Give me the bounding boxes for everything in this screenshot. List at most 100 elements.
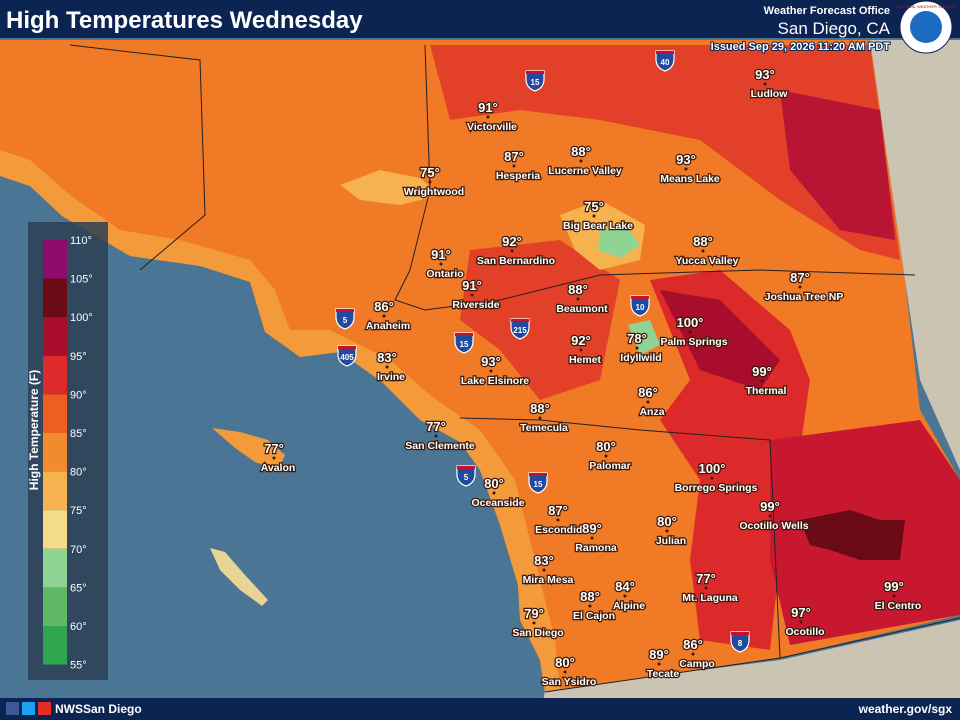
city: 83° Irvine xyxy=(376,349,407,385)
shield-shape xyxy=(454,332,474,354)
city: 87° Hesperia xyxy=(495,148,542,184)
legend-label: 110° xyxy=(70,235,92,247)
mountain-zone xyxy=(628,320,660,355)
city-dot xyxy=(512,164,516,168)
city-dot xyxy=(579,348,583,352)
highway-shield: 15 xyxy=(525,70,545,92)
twitter-icon[interactable] xyxy=(22,702,35,715)
shield-number: 10 xyxy=(636,303,645,312)
city: 91° Ontario xyxy=(425,246,465,282)
city-temp: 91° xyxy=(431,247,451,262)
city-temp: 100° xyxy=(677,315,704,330)
city-dot xyxy=(538,416,542,420)
shield-number: 215 xyxy=(513,326,527,335)
city: 88° Yucca Valley xyxy=(674,233,740,269)
city: 88° El Cajon xyxy=(572,588,617,624)
city: 84° Alpine xyxy=(612,578,647,614)
city-temp: 91° xyxy=(478,100,498,115)
city-dot xyxy=(556,518,560,522)
city-name: Campo xyxy=(679,658,715,670)
city-temp: 84° xyxy=(615,579,635,594)
city-name: Joshua Tree NP xyxy=(765,291,844,303)
city-dot xyxy=(684,167,688,171)
highway-shield: 10 xyxy=(630,295,650,317)
city: 87° Escondido xyxy=(534,502,590,538)
city-dot xyxy=(439,262,443,266)
city-temp: 99° xyxy=(752,364,772,379)
island xyxy=(212,428,285,470)
shield-top xyxy=(526,71,544,74)
highway-shield: 405 xyxy=(337,345,357,367)
city-dot xyxy=(892,594,896,598)
city-name: Temecula xyxy=(520,422,568,434)
highway-shield: 15 xyxy=(454,332,474,354)
city-temp: 80° xyxy=(484,476,504,491)
city-dot xyxy=(688,330,692,334)
seal-center xyxy=(910,11,942,43)
city: 92° Hemet xyxy=(568,332,603,368)
shield-shape xyxy=(630,295,650,317)
city: 86° Anza xyxy=(637,384,666,420)
city: 93° Lake Elsinore xyxy=(460,353,531,389)
legend-swatch xyxy=(43,433,67,472)
legend-label: 105° xyxy=(70,274,93,286)
city-dot xyxy=(635,346,639,350)
city-name: Ludlow xyxy=(751,88,789,100)
city-name: Mt. Laguna xyxy=(682,592,738,604)
city-name: Yucca Valley xyxy=(675,255,738,267)
city-dot xyxy=(385,365,389,369)
city-name: Palomar xyxy=(589,460,630,472)
legend-swatch xyxy=(43,394,67,433)
city-temp: 92° xyxy=(571,333,591,348)
city-dot xyxy=(489,369,493,373)
social-handle[interactable]: NWSSan Diego xyxy=(55,702,142,716)
city-temp: 97° xyxy=(791,605,811,620)
city-temp: 75° xyxy=(584,199,604,214)
legend-label: 80° xyxy=(70,467,87,479)
shield-top xyxy=(457,466,475,469)
city-name: El Centro xyxy=(875,600,922,612)
shield-number: 15 xyxy=(460,340,469,349)
city-dot xyxy=(492,491,496,495)
city-temp: 88° xyxy=(568,282,588,297)
city-name: Escondido xyxy=(535,524,589,536)
city-name: Victorville xyxy=(467,121,517,133)
city-dot xyxy=(646,400,650,404)
city: 100° Palm Springs xyxy=(659,314,729,350)
city: 99° Ocotillo Wells xyxy=(738,498,810,534)
city-dot xyxy=(588,604,592,608)
city-name: Hemet xyxy=(569,354,602,366)
city-dot xyxy=(763,82,767,86)
city-dot xyxy=(592,214,596,218)
city-name: Julian xyxy=(656,535,686,547)
city-temp: 78° xyxy=(627,331,647,346)
city: 80° Palomar xyxy=(588,438,632,474)
legend-swatch xyxy=(43,548,67,588)
city-temp: 86° xyxy=(374,299,394,314)
shield-top xyxy=(656,51,674,54)
city: 86° Campo xyxy=(678,636,716,672)
city-dot xyxy=(590,536,594,540)
legend-box xyxy=(28,222,108,680)
seal-text: NATIONAL WEATHER SERVICE xyxy=(897,4,956,9)
website[interactable]: weather.gov/sgx xyxy=(858,702,953,716)
youtube-icon[interactable] xyxy=(38,702,51,715)
facebook-icon[interactable] xyxy=(6,702,19,715)
city-dot xyxy=(382,314,386,318)
city-temp: 83° xyxy=(534,553,554,568)
shield-shape xyxy=(337,345,357,367)
city: 93° Means Lake xyxy=(659,151,721,187)
city-temp: 86° xyxy=(683,637,703,652)
legend-label: 70° xyxy=(70,544,87,556)
city: 88° Beaumont xyxy=(555,281,609,317)
shield-top xyxy=(338,346,356,349)
city-temp: 92° xyxy=(502,234,522,249)
city: 88° Lucerne Valley xyxy=(547,143,623,179)
city-name: San Clemente xyxy=(405,440,475,452)
city-temp: 93° xyxy=(481,354,501,369)
city: 75° Big Bear Lake xyxy=(562,198,635,234)
mountain-zone xyxy=(340,170,440,205)
city-dot xyxy=(576,297,580,301)
city-name: Mira Mesa xyxy=(523,574,574,586)
city: 97° Ocotillo xyxy=(784,604,826,640)
